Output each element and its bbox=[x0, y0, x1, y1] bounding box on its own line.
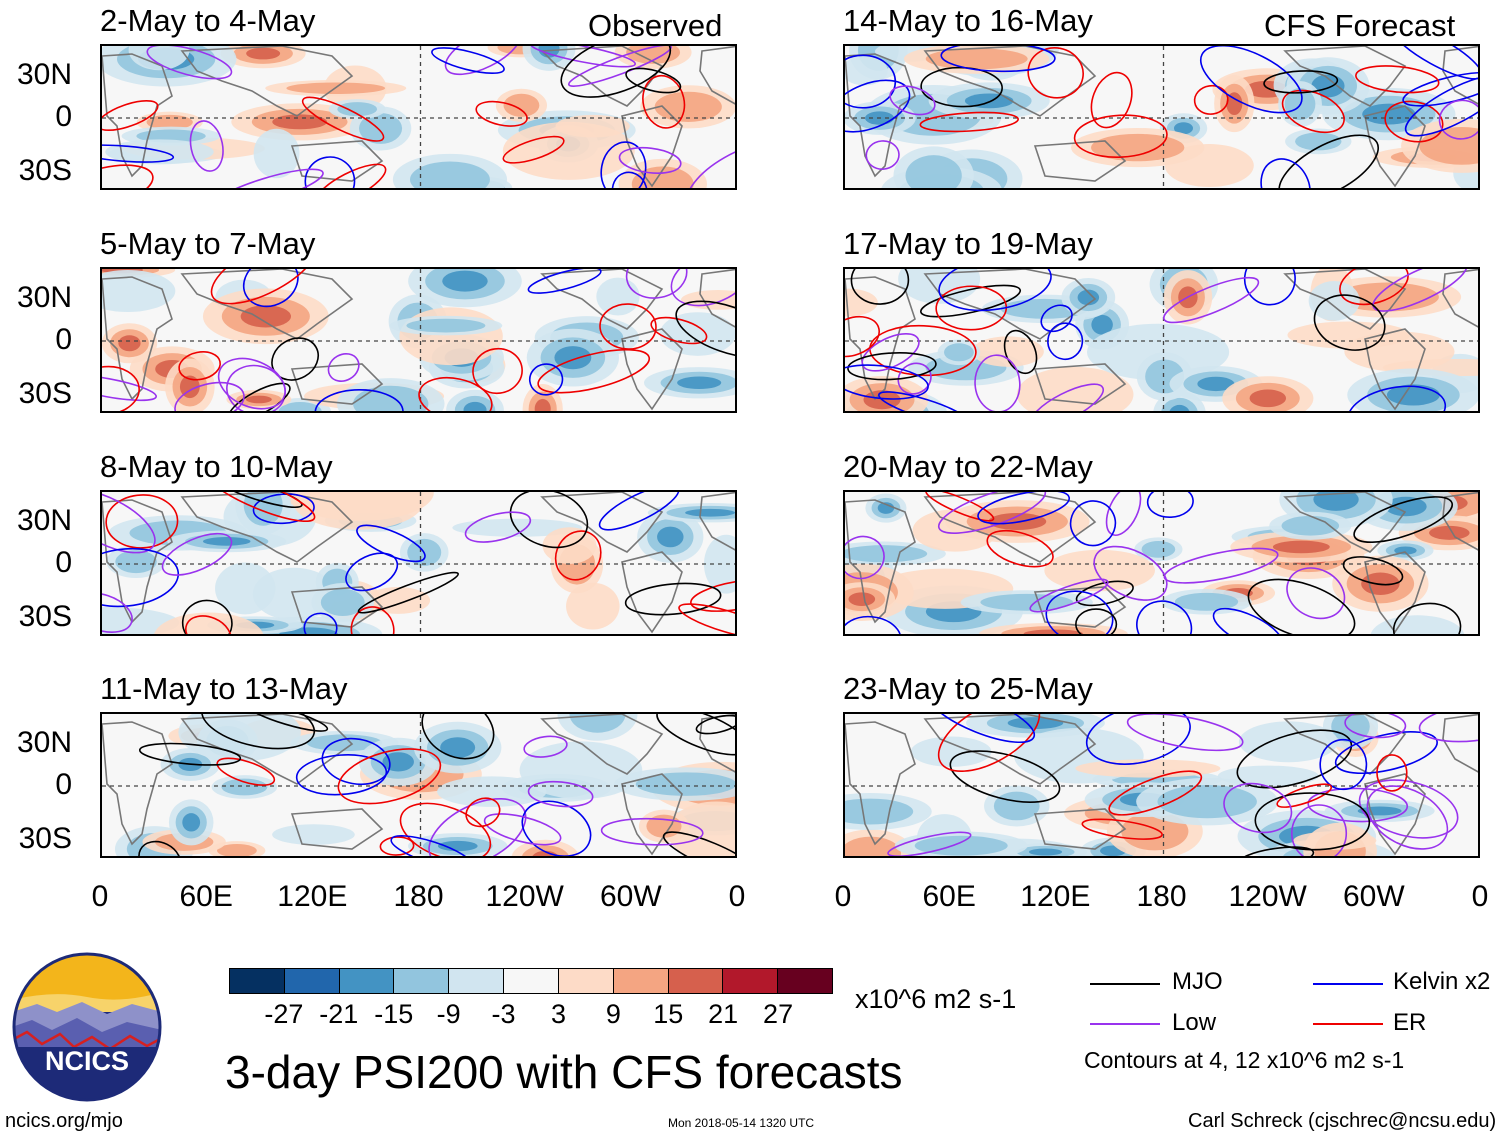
colorbar-swatch bbox=[230, 969, 285, 993]
latitude-label: 30S bbox=[18, 822, 72, 855]
longitude-label: 180 bbox=[393, 880, 444, 913]
psi200-field bbox=[845, 269, 1478, 411]
map-panel bbox=[843, 490, 1480, 636]
psi200-field bbox=[102, 269, 735, 411]
latitude-label: 30N bbox=[16, 504, 72, 537]
latitude-label: 0 bbox=[55, 546, 72, 579]
panel-title: 11-May to 13-May bbox=[100, 671, 348, 706]
colorbar-tick-label: 27 bbox=[763, 999, 794, 1029]
colorbar-swatch bbox=[778, 969, 832, 993]
latitude-label: 30N bbox=[16, 58, 72, 91]
footer-timestamp: Mon 2018-05-14 1320 UTC bbox=[668, 1116, 815, 1130]
observed-label: Observed bbox=[588, 8, 723, 43]
legend-line-mjo bbox=[1090, 983, 1160, 985]
logo-text: NCICS bbox=[45, 1046, 129, 1076]
colorbar-swatch bbox=[504, 969, 559, 993]
latitude-label: 30N bbox=[16, 726, 72, 759]
psi200-field bbox=[102, 492, 735, 634]
map-panel bbox=[100, 267, 737, 413]
map-panel bbox=[100, 712, 737, 858]
psi200-field bbox=[102, 46, 735, 188]
legend-label-kelvin: Kelvin x2 bbox=[1393, 968, 1491, 995]
footer-url[interactable]: ncics.org/mjo bbox=[5, 1110, 123, 1132]
longitude-label: 120W bbox=[485, 880, 564, 913]
latitude-label: 30N bbox=[16, 281, 72, 314]
panel-title: 23-May to 25-May bbox=[843, 671, 1093, 706]
map-panel bbox=[843, 267, 1480, 413]
latitude-label: 30S bbox=[18, 377, 72, 410]
map-panel bbox=[100, 44, 737, 190]
longitude-label: 180 bbox=[1136, 880, 1187, 913]
legend-line-low bbox=[1090, 1023, 1160, 1025]
longitude-label: 0 bbox=[1471, 880, 1489, 913]
legend-line-kelvin bbox=[1313, 983, 1383, 985]
panel-title: 2-May to 4-May bbox=[100, 3, 316, 38]
colorbar-swatch bbox=[449, 969, 505, 993]
colorbar-tick-label: -9 bbox=[436, 999, 461, 1029]
ncics-logo: NCICS bbox=[12, 952, 162, 1102]
psi200-field bbox=[845, 46, 1478, 188]
legend-label-low: Low bbox=[1172, 1009, 1217, 1036]
longitude-label: 120W bbox=[1228, 880, 1307, 913]
colorbar-tick-label: -27 bbox=[264, 999, 304, 1029]
longitude-label: 0 bbox=[91, 880, 109, 913]
map-panel bbox=[100, 490, 737, 636]
colorbar-swatch bbox=[394, 969, 450, 993]
panel-title: 5-May to 7-May bbox=[100, 226, 316, 261]
longitude-label: 0 bbox=[834, 880, 852, 913]
colorbar-swatch bbox=[723, 969, 779, 993]
colorbar-swatch bbox=[613, 969, 669, 993]
legend-line-er bbox=[1313, 1023, 1383, 1025]
main-title: 3-day PSI200 with CFS forecasts bbox=[225, 1046, 903, 1098]
colorbar-tick-label: 3 bbox=[550, 999, 566, 1029]
legend-label-er: ER bbox=[1393, 1009, 1427, 1036]
contours-note: Contours at 4, 12 x10^6 m2 s-1 bbox=[1084, 1047, 1405, 1073]
colorbar-tick-label: -21 bbox=[319, 999, 359, 1029]
colorbar-swatch bbox=[284, 969, 340, 993]
latitude-label: 0 bbox=[55, 323, 72, 356]
legend-label-mjo: MJO bbox=[1172, 968, 1223, 995]
map-panel bbox=[843, 712, 1480, 858]
colorbar-swatch bbox=[668, 969, 724, 993]
panel-title: 14-May to 16-May bbox=[843, 3, 1093, 38]
longitude-label: 120E bbox=[277, 880, 348, 913]
longitude-label: 60W bbox=[1342, 880, 1405, 913]
latitude-label: 30S bbox=[18, 154, 72, 187]
psi200-field bbox=[845, 492, 1478, 634]
latitude-label: 30S bbox=[18, 600, 72, 633]
map-panel bbox=[843, 44, 1480, 190]
longitude-label: 0 bbox=[728, 880, 746, 913]
forecast-label: CFS Forecast bbox=[1264, 8, 1456, 43]
longitude-label: 60E bbox=[179, 880, 233, 913]
colorbar-units: x10^6 m2 s-1 bbox=[855, 984, 1017, 1014]
colorbar-tick-label: 9 bbox=[605, 999, 621, 1029]
longitude-label: 60W bbox=[599, 880, 662, 913]
colorbar-tick-label: 15 bbox=[653, 999, 684, 1029]
psi200-field bbox=[845, 714, 1478, 856]
panel-title: 8-May to 10-May bbox=[100, 449, 333, 484]
footer-author[interactable]: Carl Schreck (cjschrec@ncsu.edu) bbox=[1188, 1110, 1497, 1132]
colorbar-swatch bbox=[339, 969, 395, 993]
longitude-label: 120E bbox=[1020, 880, 1091, 913]
colorbar-swatch bbox=[558, 969, 614, 993]
latitude-label: 0 bbox=[55, 100, 72, 133]
colorbar bbox=[229, 968, 833, 994]
panel-title: 20-May to 22-May bbox=[843, 449, 1093, 484]
psi200-field bbox=[102, 714, 735, 856]
colorbar-tick-label: -15 bbox=[374, 999, 414, 1029]
panel-title: 17-May to 19-May bbox=[843, 226, 1093, 261]
longitude-label: 60E bbox=[922, 880, 976, 913]
colorbar-tick-label: 21 bbox=[708, 999, 739, 1029]
colorbar-tick-label: -3 bbox=[491, 999, 516, 1029]
latitude-label: 0 bbox=[55, 768, 72, 801]
